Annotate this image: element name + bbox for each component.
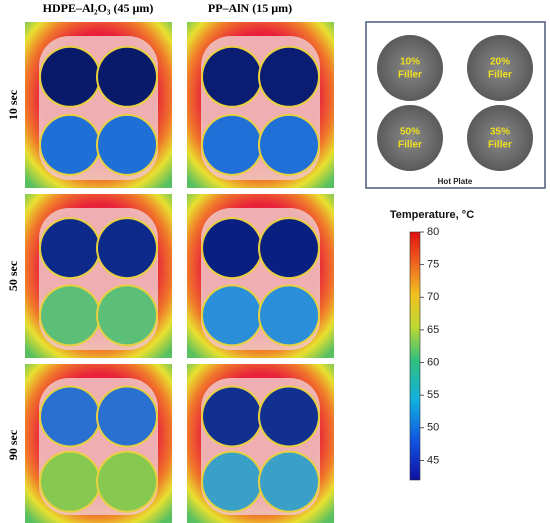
sample-disc — [377, 35, 443, 101]
sample — [41, 387, 99, 446]
sample — [203, 286, 261, 345]
sample — [260, 47, 318, 106]
sample — [260, 387, 318, 446]
tick-label: 50 — [427, 422, 439, 434]
sample — [41, 286, 99, 345]
sample-label: 20% — [490, 57, 510, 68]
sample — [260, 452, 318, 511]
tick-label: 70 — [427, 291, 439, 303]
colorbar-ticks: 45 50 55 60 65 70 75 80 — [420, 226, 439, 466]
sample — [41, 115, 99, 174]
sample — [260, 219, 318, 278]
sample — [98, 387, 156, 446]
thermal-images — [25, 22, 334, 523]
column-header: PP–AlN (15 µm) — [208, 1, 292, 15]
sample — [98, 219, 156, 278]
tick-label: 60 — [427, 356, 439, 368]
row-label: 10 sec — [6, 89, 20, 120]
sample-disc — [467, 35, 533, 101]
sample — [41, 452, 99, 511]
colorbar — [409, 231, 421, 481]
sample-label: 50% — [400, 127, 420, 138]
sample — [260, 286, 318, 345]
sample-label: Filler — [488, 70, 512, 81]
sample-label: 35% — [490, 127, 510, 138]
tick-label: 65 — [427, 324, 439, 336]
column-header: HDPE–Al₂O₃ (45 µm) — [43, 1, 154, 15]
sample — [98, 47, 156, 106]
sample-label: 10% — [400, 57, 420, 68]
sample-label: Filler — [398, 70, 422, 81]
sample-label: Filler — [488, 140, 512, 151]
sample — [98, 452, 156, 511]
sample — [203, 219, 261, 278]
sample — [41, 47, 99, 106]
row-label: 50 sec — [6, 260, 20, 291]
sample — [41, 219, 99, 278]
tick-label: 55 — [427, 389, 439, 401]
sample-label: Filler — [398, 140, 422, 151]
sample — [203, 452, 261, 511]
colorbar-title: Temperature, °C — [390, 209, 474, 221]
tick-label: 45 — [427, 454, 439, 466]
tick-label: 75 — [427, 259, 439, 271]
sample — [260, 115, 318, 174]
sample — [203, 47, 261, 106]
inset-photo: 10% Filler 20% Filler 50% Filler 35% Filler — [377, 35, 533, 171]
inset-caption: Hot Plate — [438, 177, 473, 186]
sample — [203, 115, 261, 174]
sample — [98, 286, 156, 345]
sample — [203, 387, 261, 446]
sample-disc — [467, 105, 533, 171]
row-label: 90 sec — [6, 429, 20, 460]
sample-disc — [377, 105, 443, 171]
tick-label: 80 — [427, 226, 439, 238]
sample — [98, 115, 156, 174]
